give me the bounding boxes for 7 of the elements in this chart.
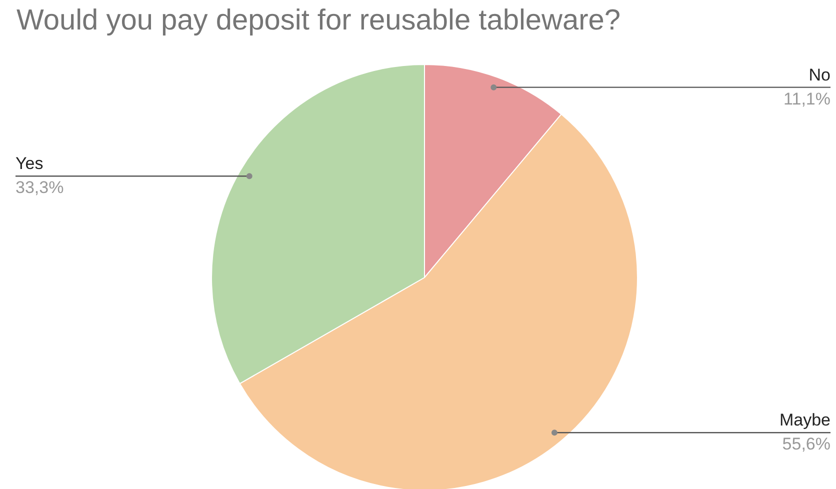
data-label: 11,1% [784,89,831,108]
slice-label: Maybe [779,410,831,430]
data-label: 55,6% [782,434,830,454]
data-label: 33,3% [16,178,64,198]
slice-label: No [808,65,831,84]
chart-title: Would you pay deposit for reusable tableware? [16,4,621,36]
slice-label: Yes [16,154,44,174]
